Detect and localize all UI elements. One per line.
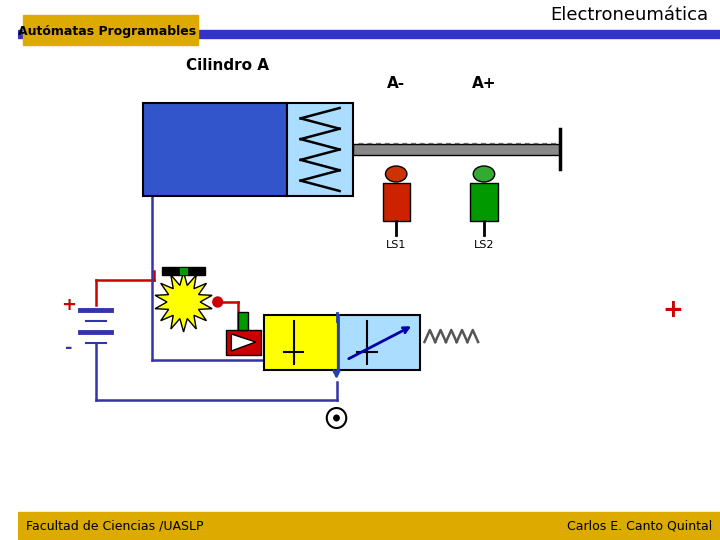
Bar <box>22 15 198 45</box>
Bar <box>470 183 498 221</box>
Ellipse shape <box>473 166 495 182</box>
Bar <box>338 315 420 370</box>
Bar <box>18 512 720 540</box>
Text: Facultad de Ciencias /UASLP: Facultad de Ciencias /UASLP <box>26 519 203 532</box>
Polygon shape <box>231 334 256 351</box>
Text: LS2: LS2 <box>474 240 494 250</box>
Bar <box>264 315 338 370</box>
Polygon shape <box>155 272 212 332</box>
Circle shape <box>213 297 222 307</box>
Text: LS1: LS1 <box>386 240 406 250</box>
Bar <box>143 103 287 196</box>
Text: -: - <box>65 339 72 357</box>
Bar <box>18 30 720 38</box>
Text: +: + <box>662 298 683 322</box>
Text: A-: A- <box>387 76 405 91</box>
Ellipse shape <box>385 166 407 182</box>
Bar <box>382 183 410 221</box>
Bar <box>227 330 261 355</box>
Text: A+: A+ <box>472 76 496 91</box>
Bar <box>354 144 560 155</box>
Text: Carlos E. Canto Quintal: Carlos E. Canto Quintal <box>567 519 712 532</box>
Text: Autómatas Programables: Autómatas Programables <box>19 24 197 37</box>
Text: Cilindro A: Cilindro A <box>186 57 269 72</box>
Text: Electroneumática: Electroneumática <box>550 6 708 24</box>
Bar <box>238 312 248 330</box>
Bar <box>287 103 354 196</box>
Bar <box>179 267 189 275</box>
Circle shape <box>333 415 340 422</box>
Circle shape <box>327 408 346 428</box>
Bar <box>162 267 205 275</box>
Text: +: + <box>61 296 76 314</box>
